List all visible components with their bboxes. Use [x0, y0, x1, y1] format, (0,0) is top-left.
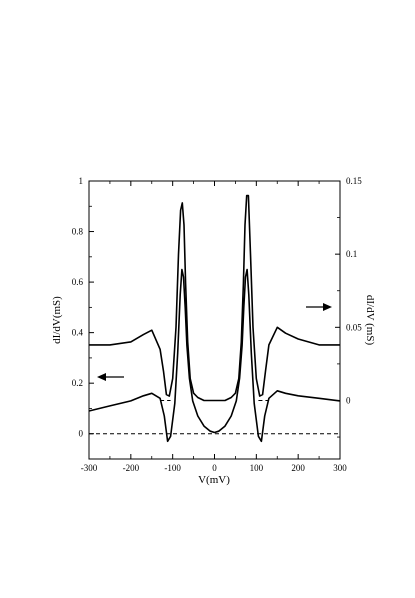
x-tick-label: -100	[164, 463, 181, 473]
x-tick-label: 300	[333, 463, 347, 473]
y-left-tick-label: 0.4	[72, 328, 84, 338]
right-curve-arrow	[306, 303, 332, 311]
plot-frame	[88, 180, 341, 460]
y-right-tick-label: 0	[346, 395, 351, 405]
y-left-tick-label: 0.6	[72, 277, 84, 287]
x-tick-label: 200	[291, 463, 305, 473]
y-axis-right-title: dI/dV (mS)	[364, 295, 376, 346]
y-left-tick-label: 0	[79, 429, 84, 439]
x-tick-label: -300	[81, 463, 98, 473]
y-right-tick-label: 0.1	[346, 249, 357, 259]
y-right-tick-label: 0.15	[346, 176, 362, 186]
x-tick-label: 100	[250, 463, 264, 473]
x-axis-title: V(mV)	[198, 474, 230, 486]
y-right-tick-label: 0.05	[346, 322, 362, 332]
series-line-right	[89, 194, 340, 402]
y-left-tick-label: 0.8	[72, 227, 84, 237]
x-tick-label: -200	[123, 463, 140, 473]
x-tick-label: 0	[212, 463, 217, 473]
left-curve-arrow	[97, 373, 124, 381]
y-axis-left-title: dI/dV(mS)	[51, 296, 63, 344]
y-left-tick-label: 1	[79, 176, 84, 186]
y-left-tick-label: 0.2	[72, 378, 83, 388]
series-line-left	[88, 268, 341, 443]
